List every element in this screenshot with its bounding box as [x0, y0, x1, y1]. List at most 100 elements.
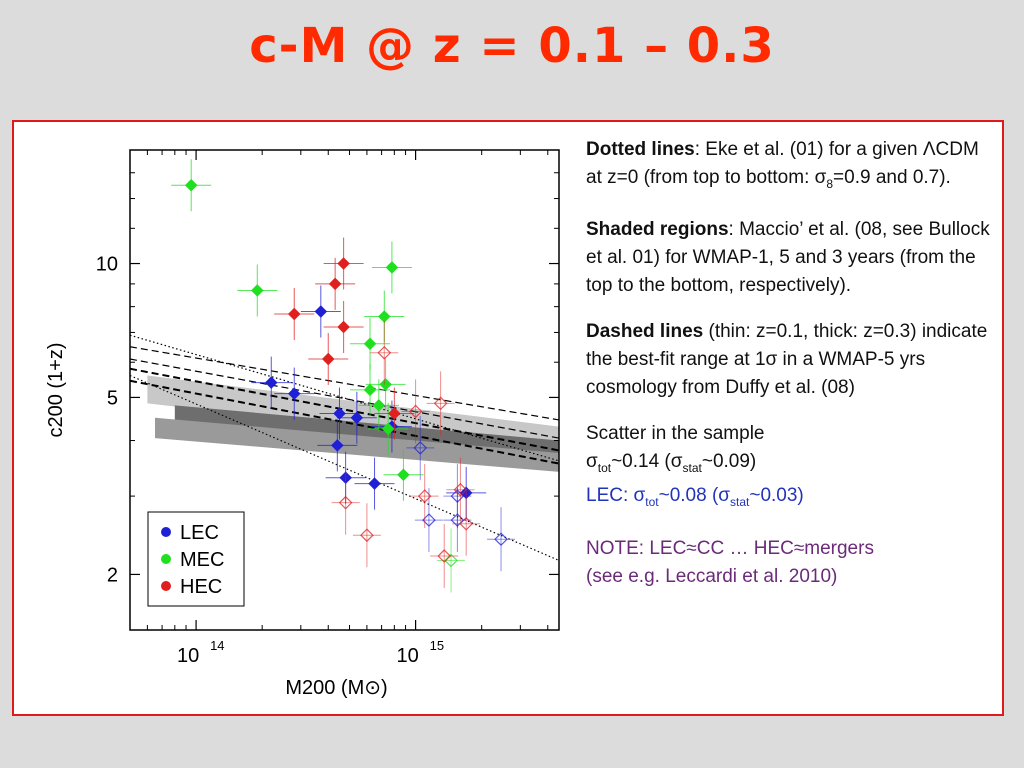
- hec-point-11: [352, 503, 381, 568]
- marker: [385, 261, 399, 274]
- hec-point-13: [446, 457, 475, 522]
- marker: [330, 439, 344, 452]
- note-text: NOTE: LEC≈CC … HEC≈mergers: [586, 538, 874, 560]
- hec-point-3: [274, 288, 315, 341]
- x-tick-label-14: 10: [177, 645, 199, 667]
- note-reference: (see e.g. Leccardi et al. 2010): [586, 566, 838, 588]
- plot-area: [130, 159, 559, 593]
- dashed-line-2: [130, 358, 559, 439]
- scatter-value-tail: ~0.09): [701, 450, 757, 472]
- legend-marker-lec: [161, 527, 171, 537]
- marker: [184, 178, 198, 192]
- marker: [264, 376, 278, 389]
- y-tick-label-10: 10: [96, 254, 118, 276]
- marker: [287, 387, 301, 400]
- legend-label-lec: LEC: [180, 522, 219, 544]
- lec-point-15: [487, 507, 516, 572]
- lec-sub-stat: stat: [730, 494, 750, 509]
- marker: [350, 411, 364, 425]
- scatter-value: ~0.14 (σ: [611, 450, 683, 472]
- marker: [377, 310, 391, 323]
- marker: [397, 468, 410, 482]
- mec-point-10: [383, 448, 424, 501]
- hec-point-14: [452, 491, 481, 556]
- marker: [314, 305, 328, 318]
- marker: [413, 441, 428, 455]
- mec-point-1: [171, 159, 212, 212]
- scatter-note: Scatter in the sample σtot~0.14 (σstat~0…: [586, 420, 996, 516]
- mec-point-2: [237, 264, 278, 317]
- legend-marker-hec: [161, 581, 171, 591]
- lec-point-11: [406, 415, 435, 480]
- dotted-line-2: [130, 374, 559, 562]
- mec-point-7: [365, 358, 406, 411]
- y-tick-label-2: 2: [107, 564, 118, 586]
- shaded-regions-note: Shaded regions: Maccio’ et al. (08, see …: [586, 216, 996, 300]
- y-axis-label: c200 (1+z): [45, 342, 67, 437]
- lec-point-4: [319, 387, 360, 440]
- y-tick-label-5: 5: [107, 387, 118, 409]
- dashed-line-4: [130, 379, 559, 465]
- legend: LEC MEC HEC: [147, 511, 245, 607]
- sigma8-subscript: 8: [826, 176, 834, 191]
- marker: [368, 477, 381, 490]
- dotted-line-1: [130, 334, 559, 462]
- shaded-region-3: [155, 417, 559, 472]
- marker: [363, 337, 377, 351]
- marker: [287, 307, 301, 321]
- marker: [459, 516, 474, 531]
- hec-point-2: [315, 257, 356, 310]
- marker: [494, 532, 508, 547]
- marker: [437, 549, 452, 563]
- marker: [433, 396, 448, 411]
- dotted-lines-text: : Eke et al. (01) for a given ΛCDM at z=…: [586, 139, 979, 188]
- mec-point-5: [350, 317, 391, 370]
- marker: [337, 320, 350, 334]
- dotted-lines-text-tail: =0.9 and 0.7).: [833, 167, 951, 188]
- marker: [377, 345, 392, 360]
- hec-point-1: [323, 237, 364, 290]
- x-axis-label: M200 (M⊙): [285, 677, 387, 699]
- marker: [321, 352, 335, 366]
- dashed-lines-note: Dashed lines (thin: z=0.1, thick: z=0.3)…: [586, 318, 996, 402]
- mec-point-3: [371, 241, 412, 294]
- scatter-sigma: σ: [586, 450, 598, 472]
- lec-point-3: [274, 367, 315, 420]
- plot-frame: [129, 149, 560, 631]
- legend-marker-mec: [161, 554, 171, 564]
- marker: [337, 257, 350, 270]
- marker: [328, 277, 342, 291]
- marker: [379, 378, 392, 391]
- legend-label-mec: MEC: [180, 549, 224, 571]
- shaded-regions-text: : Maccio’ et al. (08, see Bullock et al.…: [586, 218, 990, 296]
- lec-point-5: [336, 391, 377, 444]
- mec-point-11: [437, 528, 466, 593]
- content-panel: 2 5 10 10 14 10 15 M200 (M⊙) c200 (1+z) LEC MEC HEC…: [12, 120, 1004, 716]
- marker: [381, 422, 395, 436]
- marker: [338, 495, 353, 510]
- lec-scatter-label: LEC: σ: [586, 484, 646, 506]
- x-tick-exponent-15: 15: [430, 638, 444, 653]
- x-tick-exponent-14: 14: [210, 638, 224, 653]
- marker: [372, 398, 386, 412]
- lec-point-1: [300, 285, 341, 338]
- marker: [453, 482, 468, 497]
- notes-panel: Dotted lines: Eke et al. (01) for a give…: [586, 136, 996, 609]
- mec-point-8: [358, 379, 399, 432]
- lec-sub-tot: tot: [645, 494, 659, 509]
- hec-point-4: [323, 300, 364, 353]
- lec-point-6: [317, 419, 358, 472]
- dotted-lines-note: Dotted lines: Eke et al. (01) for a give…: [586, 136, 996, 198]
- marker: [387, 407, 401, 420]
- dashed-line-3: [130, 367, 559, 452]
- marker: [408, 404, 423, 419]
- note-line: NOTE: LEC≈CC … HEC≈mergers (see e.g. Lec…: [586, 535, 996, 591]
- lec-scatter-value: ~0.08 (σ: [658, 484, 731, 506]
- shaded-regions-heading: Shaded regions: [586, 218, 729, 240]
- dotted-lines-heading: Dotted lines: [586, 139, 695, 160]
- scatter-heading: Scatter in the sample: [586, 422, 765, 444]
- scatter-sub-tot: tot: [597, 460, 612, 475]
- hec-point-5: [308, 333, 349, 386]
- marker: [363, 383, 377, 397]
- x-tick-label-15: 10: [396, 645, 418, 667]
